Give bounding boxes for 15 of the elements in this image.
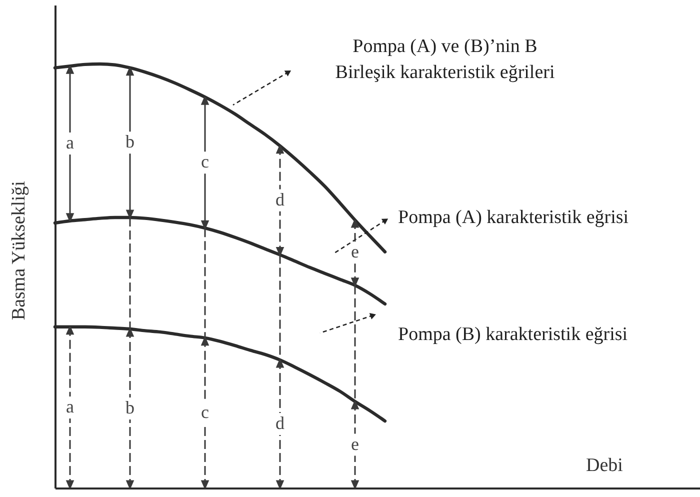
annotation: c <box>201 152 209 172</box>
annotation: a <box>66 132 74 152</box>
annotation: c <box>201 402 209 422</box>
text: Pompa (A) karakteristik eğrisi <box>398 207 629 228</box>
y-axis-title: Basma Yüksekliği <box>8 180 30 320</box>
annotation: b <box>126 398 134 418</box>
annotation: e <box>351 242 359 262</box>
annotation: b <box>126 132 134 152</box>
annotation: d <box>276 412 284 433</box>
annotation: e <box>351 434 359 454</box>
annotation: a <box>66 396 74 416</box>
text: Debi <box>586 455 623 476</box>
annotation: Pompa (A) ve (B)’nin B Birleşik karakteristik eğrileri <box>335 36 555 83</box>
text: Pompa (B) karakteristik eğrisi <box>398 324 628 345</box>
annotation: d <box>276 189 284 210</box>
